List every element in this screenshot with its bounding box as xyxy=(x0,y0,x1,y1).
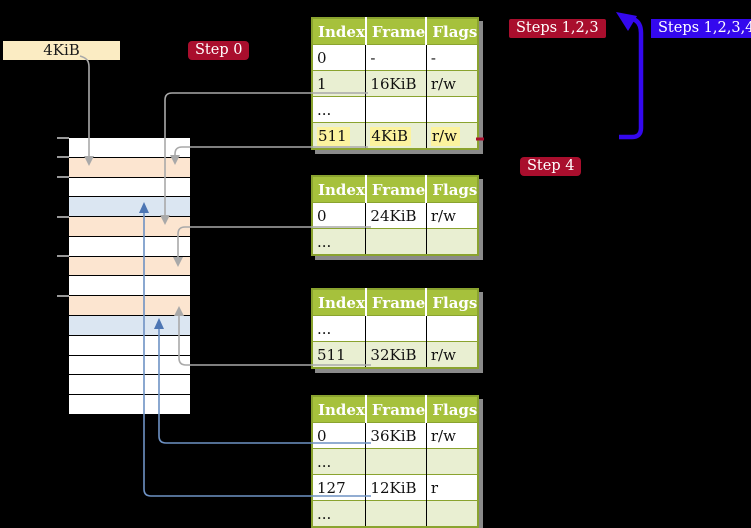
steps-loop-arrow xyxy=(616,12,644,140)
table-cell: 12KiB xyxy=(365,474,427,501)
table-cell: 0 xyxy=(312,202,367,229)
column-header: Flags xyxy=(426,176,479,203)
table-cell: r/w xyxy=(426,122,479,149)
page-table-level-1: Index Frame Flags 0- -1 16KiB r/w... 511 4KiB r/w xyxy=(311,17,480,150)
table-row: 0 36KiB r/w xyxy=(312,422,479,449)
table-cell xyxy=(365,448,427,475)
table-cell: 1 xyxy=(312,70,367,97)
steps1234-badge: Steps 1,2,3,4 xyxy=(651,19,751,38)
table-cell: 32KiB xyxy=(365,341,427,368)
table-cell: - xyxy=(426,44,479,71)
table-cell xyxy=(426,500,479,527)
table-row: ... xyxy=(312,96,479,123)
page-table-level-3: Index Frame Flags... 511 32KiB r/w xyxy=(311,288,480,369)
table-cell: 127 xyxy=(312,474,367,501)
highlighted-value: 511 xyxy=(317,126,350,146)
memory-frame-row-white xyxy=(69,375,190,396)
table-cell xyxy=(365,228,427,255)
step4-badge: Step 4 xyxy=(520,157,582,176)
table-row: ... xyxy=(312,315,479,342)
column-header: Flags xyxy=(426,18,479,45)
table-cell: r/w xyxy=(426,422,479,449)
table-cell: ... xyxy=(312,228,367,255)
column-header: Flags xyxy=(426,289,479,316)
table-row: ... xyxy=(312,228,479,255)
memory-frame-row-white xyxy=(69,236,190,257)
table-cell: 0 xyxy=(312,422,367,449)
table-cell: r/w xyxy=(426,202,479,229)
memory-frame-row-white xyxy=(69,395,190,414)
highlighted-value: r/w xyxy=(430,126,460,146)
table-cell: r/w xyxy=(426,341,479,368)
table-cell xyxy=(365,96,427,123)
memory-frame-row-white xyxy=(69,276,190,297)
memory-frame-row-peach xyxy=(69,256,190,277)
table-cell: ... xyxy=(312,448,367,475)
table-row: ... xyxy=(312,448,479,475)
table-cell: ... xyxy=(312,315,367,342)
memory-frame-row-white xyxy=(69,335,190,356)
table-cell: 511 xyxy=(312,341,367,368)
strip-tick-marks xyxy=(57,137,69,297)
table-cell xyxy=(426,96,479,123)
table-row: 127 12KiB r xyxy=(312,474,479,501)
table-row: 511 4KiB r/w xyxy=(312,122,479,149)
table-row: 511 32KiB r/w xyxy=(312,341,479,368)
memory-frame-row-peach xyxy=(69,217,190,237)
table-cell: 24KiB xyxy=(365,202,427,229)
page-table-level-2: Index Frame Flags 0 24KiB r/w... xyxy=(311,175,480,256)
table-row: 1 16KiB r/w xyxy=(312,70,479,97)
memory-frame-row-white xyxy=(69,138,190,158)
page-table-level-4: Index Frame Flags 0 36KiB r/w... 127 12KiB r... xyxy=(311,395,480,528)
memory-frame-row-white xyxy=(69,355,190,376)
table-cell xyxy=(426,228,479,255)
table-cell: 4KiB xyxy=(365,122,427,149)
memory-frame-row-peach xyxy=(69,296,190,317)
table-cell xyxy=(365,500,427,527)
column-header: Index xyxy=(312,396,367,423)
column-header: Flags xyxy=(426,396,479,423)
table-row: 0-- xyxy=(312,44,479,71)
table-cell: ... xyxy=(312,96,367,123)
highlighted-value: 4KiB xyxy=(370,126,411,146)
column-header: Frame xyxy=(365,396,428,423)
table-cell: - xyxy=(365,44,427,71)
table-row: ... xyxy=(312,500,479,527)
steps123-badge: Steps 1,2,3 xyxy=(509,19,606,38)
page-size-box: 4KiB xyxy=(3,41,120,60)
step0-badge: Step 0 xyxy=(188,41,250,60)
memory-frame-row-white xyxy=(69,177,190,198)
column-header: Index xyxy=(312,176,367,203)
table-cell: r xyxy=(426,474,479,501)
table-cell xyxy=(426,448,479,475)
table-cell: 0 xyxy=(312,44,367,71)
table-cell: r/w xyxy=(426,70,479,97)
memory-frame-row-blue xyxy=(69,316,190,336)
memory-frame-row-blue xyxy=(69,197,190,218)
column-header: Index xyxy=(312,289,367,316)
table-cell xyxy=(365,315,427,342)
column-header: Frame xyxy=(365,176,428,203)
memory-frame-row-peach xyxy=(69,157,190,178)
table-cell: 511 xyxy=(312,122,367,149)
table-cell xyxy=(426,315,479,342)
table-cell: 16KiB xyxy=(365,70,427,97)
memory-strip xyxy=(69,138,190,414)
column-header: Frame xyxy=(365,18,428,45)
table-cell: ... xyxy=(312,500,367,527)
column-header: Index xyxy=(312,18,367,45)
table-cell: 36KiB xyxy=(365,422,427,449)
column-header: Frame xyxy=(365,289,428,316)
table-row: 0 24KiB r/w xyxy=(312,202,479,229)
